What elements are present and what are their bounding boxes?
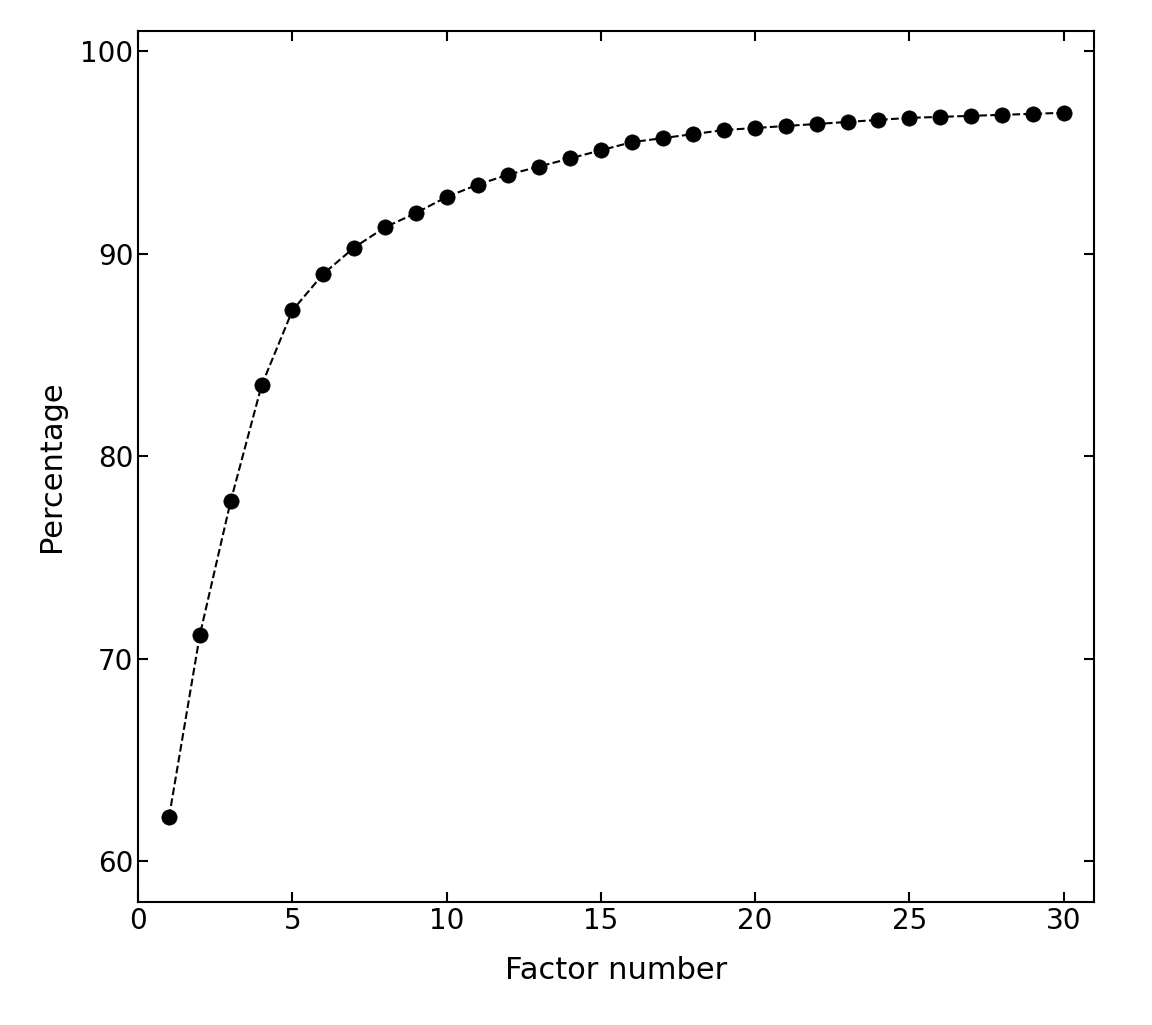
X-axis label: Factor number: Factor number xyxy=(506,955,727,985)
Y-axis label: Percentage: Percentage xyxy=(37,380,67,552)
